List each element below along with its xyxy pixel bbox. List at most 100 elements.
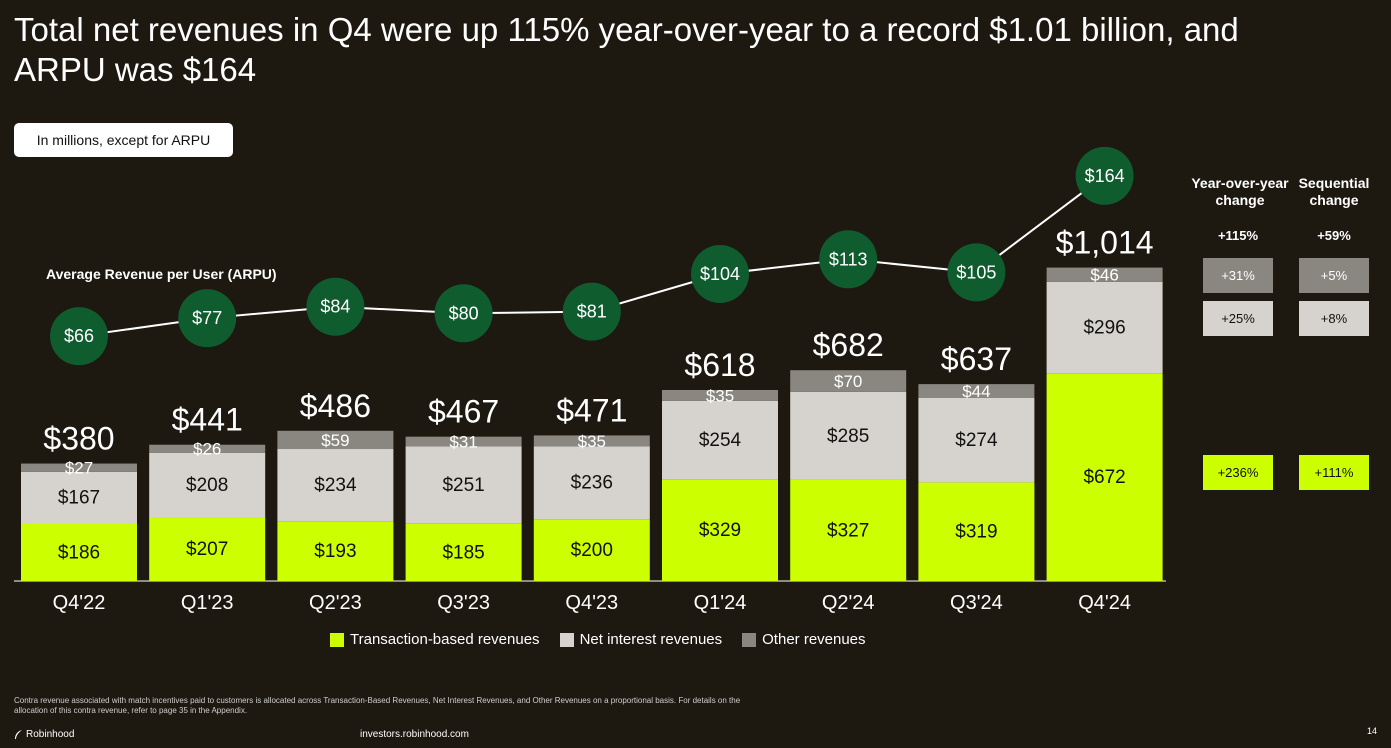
x-tick-label: Q2'23 <box>309 592 362 614</box>
arpu-value-label: $164 <box>1085 166 1125 186</box>
yoy-change-header: Year-over-year change <box>1191 175 1289 208</box>
bar-transaction <box>790 479 907 581</box>
arpu-value-label: $80 <box>449 303 479 323</box>
bar-total-label: $618 <box>684 347 755 383</box>
bar-total-label: $1,014 <box>1056 225 1154 261</box>
bar-value-label: $208 <box>186 475 228 496</box>
bar-value-label: $35 <box>578 432 606 451</box>
legend-swatch-net-interest <box>559 632 574 647</box>
bar-value-label: $70 <box>834 372 862 391</box>
bar-net-interest <box>790 391 907 480</box>
bar-total-label: $441 <box>172 402 243 438</box>
other-sequential-change: +5% <box>1299 258 1369 293</box>
arpu-point <box>434 284 493 343</box>
x-tick-label: Q3'23 <box>437 592 490 614</box>
footnote: Contra revenue associated with match inc… <box>14 696 741 715</box>
bar-transaction <box>662 479 778 581</box>
bar-other <box>149 444 266 453</box>
bar-value-label: $31 <box>449 432 477 451</box>
arpu-value-label: $84 <box>320 297 350 317</box>
bar-net-interest <box>533 446 650 520</box>
transaction-yoy-change: +236% <box>1203 455 1273 490</box>
bar-transaction <box>533 519 650 581</box>
bar-net-interest <box>405 446 522 524</box>
net-interest-sequential-change: +8% <box>1299 301 1369 336</box>
arpu-point <box>562 282 621 341</box>
page-title: Total net revenues in Q4 were up 115% ye… <box>14 11 1239 88</box>
x-tick-label: Q3'24 <box>950 592 1003 614</box>
x-tick-label: Q1'24 <box>694 592 747 614</box>
bar-total-label: $467 <box>428 394 499 430</box>
bar-value-label: $167 <box>58 488 100 509</box>
bar-value-label: $46 <box>1090 266 1118 285</box>
bar-value-label: $26 <box>193 440 221 459</box>
bar-transaction <box>1046 373 1163 581</box>
bar-other <box>21 463 137 472</box>
bar-value-label: $35 <box>706 386 734 405</box>
feather-icon <box>15 729 22 739</box>
bar-value-label: $44 <box>962 382 990 401</box>
bar-value-label: $207 <box>186 539 228 560</box>
bar-net-interest <box>662 400 778 480</box>
arpu-value-label: $104 <box>700 264 740 284</box>
bar-value-label: $285 <box>827 426 869 447</box>
bar-other <box>405 436 522 447</box>
bar-total-label: $637 <box>941 341 1012 377</box>
bar-value-label: $296 <box>1083 318 1125 339</box>
bar-value-label: $672 <box>1083 467 1125 488</box>
bar-net-interest <box>277 449 394 522</box>
legend-label-transaction: Transaction-based revenues <box>350 631 540 648</box>
bar-other <box>918 384 1035 398</box>
other-yoy-change: +31% <box>1203 258 1273 293</box>
sequential-change-header: Sequential change <box>1298 175 1370 208</box>
bar-transaction <box>277 521 394 581</box>
page-number: 14 <box>1366 726 1377 736</box>
x-tick-label: Q4'23 <box>565 592 618 614</box>
bar-other <box>790 370 907 392</box>
site-url: investors.robinhood.com <box>360 729 469 740</box>
legend-item-other: Other revenues <box>742 631 866 648</box>
transaction-sequential-change: +111% <box>1299 455 1369 490</box>
bar-total-label: $380 <box>43 421 114 457</box>
bar-value-label: $185 <box>442 542 484 563</box>
bar-value-label: $236 <box>571 473 613 494</box>
brand-name: Robinhood <box>26 729 75 740</box>
legend-label-other: Other revenues <box>762 631 866 648</box>
bar-value-label: $59 <box>321 431 349 450</box>
x-tick-label: Q2'24 <box>822 592 875 614</box>
bar-value-label: $319 <box>955 522 997 543</box>
bars-layer: $186 $167 $27 $380 Q4'22 $207 $208 $26 $441 Q1'23… <box>21 225 1163 614</box>
arpu-point <box>1075 146 1134 205</box>
legend-label-net-interest: Net interest revenues <box>579 631 723 648</box>
bar-total-label: $682 <box>813 327 884 363</box>
arpu-value-label: $113 <box>829 249 868 269</box>
bar-other <box>533 435 650 447</box>
bar-total-label: $486 <box>300 388 371 424</box>
total-yoy-change: +115% <box>1217 228 1259 243</box>
bar-value-label: $329 <box>699 520 741 541</box>
arpu-point <box>947 243 1006 302</box>
x-tick-label: Q4'24 <box>1078 592 1131 614</box>
arpu-title: Average Revenue per User (ARPU) <box>46 266 277 282</box>
bar-value-label: $27 <box>65 459 93 478</box>
bar-other <box>1046 267 1163 282</box>
total-sequential-change: +59% <box>1317 228 1351 243</box>
bar-value-label: $327 <box>827 520 869 541</box>
arpu-point <box>178 289 237 348</box>
legend-item-transaction: Transaction-based revenues <box>330 631 540 648</box>
arpu-value-label: $66 <box>64 326 94 346</box>
bar-value-label: $193 <box>314 541 356 562</box>
arpu-value-label: $81 <box>577 302 607 322</box>
legend-item-net-interest: Net interest revenues <box>559 631 723 648</box>
bar-net-interest <box>149 452 266 518</box>
bar-value-label: $200 <box>571 540 613 561</box>
bar-net-interest <box>918 397 1035 483</box>
arpu-value-label: $105 <box>956 262 996 282</box>
x-tick-label: Q4'22 <box>53 592 106 614</box>
units-note-badge: In millions, except for ARPU <box>14 123 233 157</box>
bar-other <box>277 430 394 450</box>
bar-value-label: $254 <box>699 430 742 451</box>
bar-value-label: $274 <box>955 430 998 451</box>
net-interest-yoy-change: +25% <box>1203 301 1273 336</box>
